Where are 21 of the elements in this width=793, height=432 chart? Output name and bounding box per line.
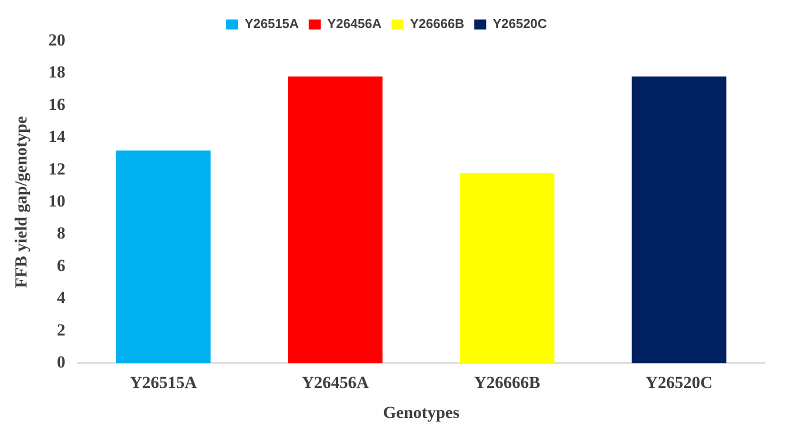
x-tick-label: Y26456A bbox=[302, 372, 370, 392]
y-tick-label: 20 bbox=[48, 30, 66, 50]
y-tick-label: 18 bbox=[48, 62, 66, 82]
y-tick-label: 14 bbox=[48, 127, 66, 146]
y-tick-label: 8 bbox=[56, 224, 66, 243]
y-tick-label: 6 bbox=[56, 256, 66, 275]
legend-label: Y26520C bbox=[492, 16, 548, 32]
y-tick-label: 2 bbox=[56, 320, 66, 340]
x-axis-title: Genotypes bbox=[382, 403, 460, 422]
y-axis-title: FFB yield gap/genotype bbox=[12, 116, 31, 288]
x-tick-label: Y26520C bbox=[646, 372, 713, 392]
x-tick-label: Y26515A bbox=[130, 372, 198, 392]
y-tick-label: 12 bbox=[48, 159, 66, 178]
legend-label: Y26515A bbox=[244, 16, 300, 32]
x-tick-label: Y26666B bbox=[474, 372, 540, 392]
y-tick-label: 10 bbox=[48, 191, 66, 210]
y-tick-label: 16 bbox=[48, 94, 66, 114]
y-tick-label: 0 bbox=[56, 352, 66, 372]
legend-label: Y26666B bbox=[410, 16, 464, 32]
y-tick-label: 4 bbox=[56, 288, 66, 308]
legend-label: Y26456A bbox=[327, 16, 382, 32]
